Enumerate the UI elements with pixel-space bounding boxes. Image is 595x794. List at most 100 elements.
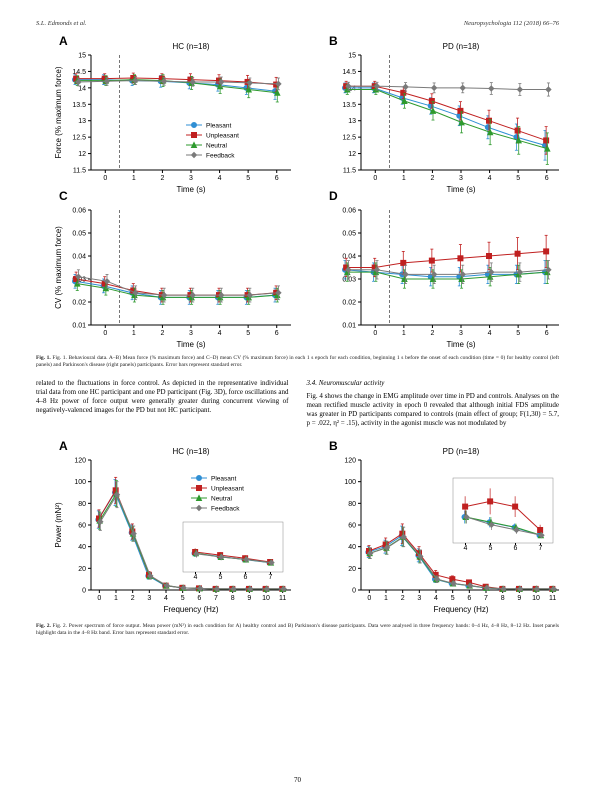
figure-1-caption: Fig. 1. Fig. 1. Behavioural data. A–B) M… [36,355,559,369]
svg-text:7: 7 [539,545,543,552]
svg-text:0.01: 0.01 [342,323,356,330]
svg-text:3: 3 [189,330,193,337]
svg-text:60: 60 [348,523,356,530]
svg-text:15: 15 [78,53,86,60]
svg-text:0: 0 [103,330,107,337]
svg-text:5: 5 [516,330,520,337]
svg-text:Time (s): Time (s) [176,185,205,194]
svg-text:D: D [329,189,338,203]
svg-text:3: 3 [189,175,193,182]
svg-text:12.5: 12.5 [342,135,356,142]
svg-text:1: 1 [132,175,136,182]
svg-text:0.01: 0.01 [72,323,86,330]
left-column: related to the fluctuations in force con… [36,379,289,428]
svg-text:9: 9 [247,595,251,602]
svg-text:7: 7 [214,595,218,602]
svg-text:2: 2 [160,175,164,182]
svg-text:3: 3 [147,595,151,602]
svg-text:10: 10 [532,595,540,602]
svg-text:0.06: 0.06 [72,208,86,215]
svg-text:Force (% maximum force): Force (% maximum force) [54,66,63,158]
svg-text:Neutral: Neutral [211,496,233,503]
svg-text:0.06: 0.06 [342,208,356,215]
svg-text:15: 15 [348,53,356,60]
svg-text:0: 0 [103,175,107,182]
svg-text:A: A [59,34,68,48]
svg-text:B: B [329,439,338,453]
figure-2-svg: 02040608010012001234567891011HC (n=18)Fr… [36,436,559,621]
svg-text:1: 1 [402,175,406,182]
figure-2-caption: Fig. 2. Fig. 2. Power spectrum of force … [36,623,559,637]
svg-text:0.05: 0.05 [72,231,86,238]
svg-text:Pleasant: Pleasant [206,123,231,130]
figure-2: 02040608010012001234567891011HC (n=18)Fr… [36,436,559,637]
svg-text:Time (s): Time (s) [446,340,475,349]
svg-text:Pleasant: Pleasant [211,476,236,483]
svg-text:100: 100 [74,479,86,486]
svg-text:Feedback: Feedback [206,153,235,160]
svg-text:20: 20 [348,566,356,573]
svg-text:5: 5 [246,330,250,337]
svg-text:0.02: 0.02 [342,300,356,307]
svg-text:12: 12 [78,151,86,158]
svg-text:7: 7 [269,574,273,581]
svg-text:14.5: 14.5 [342,69,356,76]
svg-text:6: 6 [467,595,471,602]
svg-text:80: 80 [348,501,356,508]
svg-text:4: 4 [488,330,492,337]
caption1-text: Fig. 1. Behavioural data. A–B) Mean forc… [36,355,559,368]
svg-text:2: 2 [430,330,434,337]
svg-text:Feedback: Feedback [211,506,240,513]
right-column-text: Fig. 4 shows the change in EMG amplitude… [307,392,560,427]
svg-text:Frequency (Hz): Frequency (Hz) [163,605,218,614]
svg-text:0.04: 0.04 [342,254,356,261]
svg-text:12: 12 [348,151,356,158]
svg-text:2: 2 [430,175,434,182]
svg-text:6: 6 [275,175,279,182]
svg-text:3: 3 [459,330,463,337]
svg-text:0: 0 [373,175,377,182]
svg-text:5: 5 [451,595,455,602]
svg-text:Neutral: Neutral [206,143,228,150]
svg-text:2: 2 [131,595,135,602]
page: S.L. Edmonds et al. Neuropsychologia 112… [0,0,595,794]
svg-text:9: 9 [517,595,521,602]
header-left: S.L. Edmonds et al. [36,20,87,27]
svg-text:10: 10 [262,595,270,602]
svg-text:60: 60 [78,523,86,530]
svg-text:40: 40 [78,544,86,551]
svg-text:120: 120 [74,458,86,465]
svg-text:7: 7 [484,595,488,602]
caption2-text: Fig. 2. Power spectrum of force output. … [36,623,559,636]
svg-text:100: 100 [344,479,356,486]
svg-text:20: 20 [78,566,86,573]
svg-text:13: 13 [348,118,356,125]
svg-text:Unpleasant: Unpleasant [206,133,239,140]
svg-text:PD (n=18): PD (n=18) [443,42,480,51]
svg-text:3: 3 [417,595,421,602]
section-heading: 3.4. Neuromuscular activity [307,379,560,388]
figure-1: 11.51212.51313.51414.5150123456HC (n=18)… [36,33,559,369]
svg-text:11.5: 11.5 [343,168,356,175]
svg-text:6: 6 [275,330,279,337]
svg-text:80: 80 [78,501,86,508]
svg-text:40: 40 [348,544,356,551]
svg-text:5: 5 [489,545,493,552]
svg-text:Time (s): Time (s) [446,185,475,194]
svg-text:4: 4 [464,545,468,552]
svg-text:0: 0 [373,330,377,337]
svg-text:B: B [329,34,338,48]
svg-text:5: 5 [181,595,185,602]
svg-text:1: 1 [384,595,388,602]
svg-text:1: 1 [114,595,118,602]
svg-text:5: 5 [516,175,520,182]
svg-text:Power (mN²): Power (mN²) [54,502,63,548]
svg-text:1: 1 [132,330,136,337]
svg-text:Frequency (Hz): Frequency (Hz) [433,605,488,614]
svg-text:0.03: 0.03 [342,277,356,284]
svg-text:6: 6 [545,175,549,182]
page-number: 70 [294,776,301,784]
svg-text:12.5: 12.5 [72,135,86,142]
svg-text:4: 4 [218,330,222,337]
svg-text:4: 4 [488,175,492,182]
